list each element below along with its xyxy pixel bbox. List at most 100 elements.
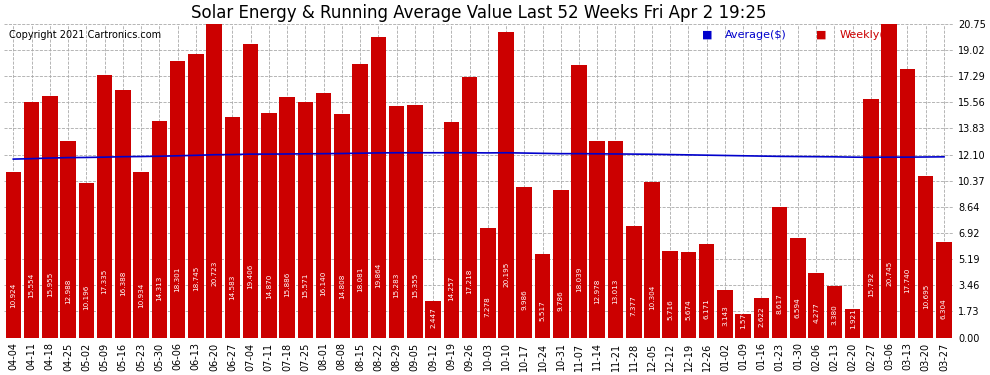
- Bar: [644, 182, 659, 338]
- Text: 14.583: 14.583: [230, 274, 236, 300]
- Text: 6.171: 6.171: [704, 298, 710, 319]
- Text: 15.571: 15.571: [302, 272, 308, 298]
- Text: 8.617: 8.617: [777, 293, 783, 314]
- Bar: [845, 309, 860, 338]
- Title: Solar Energy & Running Average Value Last 52 Weeks Fri Apr 2 19:25: Solar Energy & Running Average Value Las…: [191, 4, 766, 22]
- Bar: [881, 24, 897, 338]
- Bar: [78, 183, 94, 338]
- Text: 3.143: 3.143: [722, 305, 728, 326]
- Bar: [900, 69, 915, 338]
- Text: 18.039: 18.039: [576, 267, 582, 292]
- Text: 15.554: 15.554: [29, 272, 35, 298]
- Bar: [407, 105, 423, 338]
- Bar: [517, 186, 532, 338]
- Bar: [97, 75, 112, 338]
- Text: 14.870: 14.870: [265, 274, 272, 299]
- Bar: [188, 54, 204, 338]
- Text: 17.335: 17.335: [102, 268, 108, 294]
- Text: 17.740: 17.740: [905, 267, 911, 293]
- Text: 12.978: 12.978: [594, 278, 600, 304]
- Text: 15.283: 15.283: [393, 273, 400, 298]
- Text: 10.695: 10.695: [923, 284, 929, 309]
- Text: Weekly($): Weekly($): [840, 30, 895, 40]
- Text: 15.355: 15.355: [412, 273, 418, 298]
- Text: 7.377: 7.377: [631, 296, 637, 316]
- Text: 19.406: 19.406: [248, 264, 253, 289]
- Text: 20.723: 20.723: [211, 261, 217, 286]
- Bar: [60, 141, 76, 338]
- Text: 17.218: 17.218: [466, 268, 472, 294]
- Text: Copyright 2021 Cartronics.com: Copyright 2021 Cartronics.com: [9, 30, 161, 40]
- Bar: [279, 97, 295, 338]
- Bar: [827, 286, 842, 338]
- Text: 6.594: 6.594: [795, 297, 801, 318]
- Bar: [772, 207, 787, 338]
- Bar: [863, 99, 879, 338]
- Bar: [571, 65, 587, 338]
- Text: 14.257: 14.257: [448, 275, 454, 301]
- Text: 5.674: 5.674: [685, 299, 691, 320]
- Bar: [389, 106, 404, 338]
- Text: 10.924: 10.924: [10, 283, 16, 308]
- Bar: [662, 251, 678, 338]
- Bar: [24, 102, 40, 338]
- Bar: [753, 298, 769, 338]
- Bar: [553, 190, 568, 338]
- Text: 19.864: 19.864: [375, 262, 381, 288]
- Text: 20.195: 20.195: [503, 262, 509, 287]
- Bar: [681, 252, 696, 338]
- Text: 1.579: 1.579: [741, 309, 746, 330]
- Text: 3.380: 3.380: [832, 304, 838, 326]
- Bar: [608, 141, 624, 338]
- Text: 14.313: 14.313: [156, 275, 162, 301]
- Bar: [298, 102, 313, 338]
- Bar: [809, 273, 824, 338]
- Text: 15.955: 15.955: [47, 272, 52, 297]
- Text: 15.886: 15.886: [284, 272, 290, 297]
- Text: 18.745: 18.745: [193, 265, 199, 291]
- Bar: [334, 114, 349, 338]
- Bar: [151, 121, 167, 338]
- Bar: [535, 254, 550, 338]
- Bar: [699, 244, 715, 338]
- Bar: [42, 96, 57, 338]
- Text: ■: ■: [816, 30, 826, 40]
- Bar: [790, 238, 806, 338]
- Text: 9.786: 9.786: [557, 290, 563, 311]
- Bar: [461, 77, 477, 338]
- Text: 14.808: 14.808: [339, 274, 345, 300]
- Bar: [480, 228, 496, 338]
- Text: 10.934: 10.934: [138, 283, 144, 308]
- Bar: [918, 176, 934, 338]
- Text: 20.745: 20.745: [886, 261, 892, 286]
- Text: 10.196: 10.196: [83, 285, 89, 310]
- Bar: [626, 226, 642, 338]
- Text: 10.304: 10.304: [649, 284, 655, 310]
- Text: 2.447: 2.447: [430, 307, 436, 327]
- Bar: [352, 64, 367, 338]
- Text: 2.622: 2.622: [758, 306, 764, 327]
- Bar: [444, 122, 459, 338]
- Text: ■: ■: [702, 30, 712, 40]
- Text: 7.278: 7.278: [485, 296, 491, 316]
- Text: 16.140: 16.140: [321, 271, 327, 297]
- Bar: [370, 37, 386, 338]
- Bar: [736, 314, 751, 338]
- Bar: [498, 32, 514, 338]
- Bar: [426, 301, 441, 338]
- Text: 18.081: 18.081: [357, 267, 363, 292]
- Bar: [717, 290, 733, 338]
- Bar: [589, 141, 605, 338]
- Text: 13.013: 13.013: [613, 278, 619, 303]
- Bar: [316, 93, 332, 338]
- Text: 5.716: 5.716: [667, 299, 673, 320]
- Bar: [261, 112, 276, 338]
- Bar: [115, 90, 131, 338]
- Text: 6.304: 6.304: [940, 298, 947, 319]
- Text: 12.988: 12.988: [65, 278, 71, 304]
- Bar: [225, 117, 240, 338]
- Text: 4.277: 4.277: [813, 303, 820, 323]
- Bar: [134, 172, 148, 338]
- Bar: [206, 24, 222, 338]
- Text: 15.792: 15.792: [868, 272, 874, 297]
